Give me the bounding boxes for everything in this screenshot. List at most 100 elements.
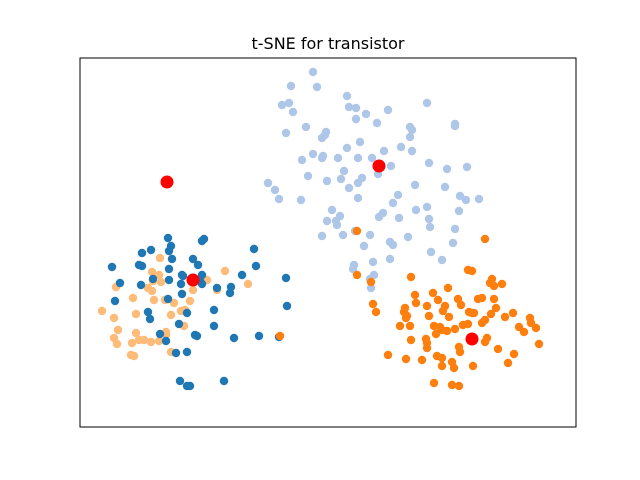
scatter-point-cluster-d — [97, 306, 107, 316]
scatter-point-cluster-a — [161, 336, 171, 346]
scatter-point-cluster-c — [477, 293, 487, 303]
scatter-point-cluster-b — [455, 191, 465, 201]
scatter-point-cluster-c — [477, 318, 487, 328]
scatter-point-cluster-d — [169, 298, 179, 308]
scatter-point-cluster-b — [301, 122, 311, 132]
scatter-point-cluster-c — [458, 320, 468, 330]
scatter-point-cluster-b — [388, 198, 398, 208]
scatter-point-cluster-a — [163, 294, 173, 304]
scatter-point-cluster-b — [342, 91, 352, 101]
centroid-point — [372, 159, 386, 173]
scatter-point-cluster-a — [190, 330, 200, 340]
scatter-point-cluster-b — [367, 153, 377, 163]
scatter-point-cluster-b — [351, 114, 361, 124]
scatter-point-cluster-a — [176, 279, 186, 289]
scatter-point-cluster-b — [348, 264, 358, 274]
scatter-point-cluster-c — [493, 344, 503, 354]
centroid-point — [160, 175, 174, 189]
scatter-point-cluster-a — [281, 273, 291, 283]
scatter-point-cluster-d — [220, 266, 230, 276]
scatter-point-cluster-b — [317, 133, 327, 143]
scatter-point-cluster-c — [406, 272, 416, 282]
scatter-point-cluster-b — [286, 81, 296, 91]
scatter-point-cluster-c — [468, 361, 478, 371]
scatter-point-cluster-d — [131, 328, 141, 338]
scatter-point-cluster-d — [243, 279, 253, 289]
scatter-point-cluster-a — [182, 347, 192, 357]
scatter-point-cluster-b — [368, 257, 378, 267]
scatter-point-cluster-b — [450, 224, 460, 234]
scatter-point-cluster-a — [146, 245, 156, 255]
scatter-point-cluster-c — [437, 361, 447, 371]
scatter-point-cluster-c — [422, 301, 432, 311]
scatter-point-cluster-c — [497, 279, 507, 289]
scatter-point-cluster-c — [395, 321, 405, 331]
scatter-point-cluster-b — [353, 193, 363, 203]
scatter-point-cluster-b — [366, 283, 376, 293]
scatter-point-cluster-c — [406, 335, 416, 345]
scatter-point-cluster-a — [145, 314, 155, 324]
scatter-point-cluster-b — [322, 176, 332, 186]
scatter-point-cluster-d — [147, 286, 157, 296]
scatter-point-cluster-b — [270, 185, 280, 195]
scatter-point-cluster-b — [308, 67, 318, 77]
plot-area-frame — [79, 57, 577, 428]
scatter-point-cluster-c — [275, 331, 285, 341]
scatter-point-cluster-d — [128, 293, 138, 303]
points-layer — [97, 67, 544, 391]
scatter-point-cluster-b — [454, 206, 464, 216]
scatter-point-cluster-b — [407, 125, 417, 135]
scatter-point-cluster-b — [393, 190, 403, 200]
scatter-point-cluster-d — [166, 310, 176, 320]
scatter-point-cluster-b — [308, 149, 318, 159]
scatter-point-cluster-c — [402, 311, 412, 321]
scatter-point-cluster-c — [480, 337, 490, 347]
scatter-point-cluster-c — [464, 307, 474, 317]
scatter-point-cluster-b — [379, 146, 389, 156]
scatter-point-cluster-a — [237, 270, 247, 280]
scatter-point-cluster-b — [297, 155, 307, 165]
scatter-point-cluster-a — [209, 305, 219, 315]
scatter-point-cluster-a — [219, 376, 229, 386]
scatter-point-cluster-a — [251, 261, 261, 271]
scatter-point-cluster-b — [442, 164, 452, 174]
scatter-point-cluster-d — [113, 325, 123, 335]
scatter-point-cluster-a — [254, 331, 264, 341]
scatter-point-cluster-b — [383, 105, 393, 115]
scatter-point-cluster-c — [486, 309, 496, 319]
scatter-point-cluster-b — [422, 202, 432, 212]
scatter-point-cluster-a — [185, 381, 195, 391]
scatter-point-cluster-b — [424, 214, 434, 224]
scatter-point-cluster-c — [450, 324, 460, 334]
scatter-point-cluster-a — [164, 275, 174, 285]
scatter-point-cluster-c — [429, 378, 439, 388]
scatter-point-cluster-d — [131, 309, 141, 319]
scatter-point-cluster-b — [474, 194, 484, 204]
scatter-point-cluster-b — [394, 213, 404, 223]
scatter-point-cluster-a — [143, 307, 153, 317]
scatter-point-cluster-b — [462, 162, 472, 172]
scatter-point-cluster-c — [480, 234, 490, 244]
scatter-point-cluster-c — [405, 321, 415, 331]
scatter-point-cluster-c — [432, 351, 442, 361]
scatter-point-cluster-a — [175, 376, 185, 386]
scatter-point-cluster-b — [281, 128, 291, 138]
scatter-point-cluster-b — [437, 255, 447, 265]
scatter-point-cluster-a — [164, 264, 174, 274]
scatter-point-cluster-c — [447, 380, 457, 390]
scatter-point-cluster-b — [386, 161, 396, 171]
scatter-point-cluster-b — [407, 146, 417, 156]
scatter-point-cluster-b — [303, 171, 313, 181]
scatter-point-cluster-b — [440, 182, 450, 192]
scatter-point-cluster-a — [137, 248, 147, 258]
scatter-point-cluster-d — [188, 285, 198, 295]
scatter-point-cluster-a — [115, 278, 125, 288]
scatter-point-cluster-c — [485, 278, 495, 288]
scatter-point-cluster-b — [322, 216, 332, 226]
scatter-point-cluster-a — [134, 260, 144, 270]
scatter-point-cluster-d — [149, 295, 159, 305]
scatter-point-cluster-a — [197, 279, 207, 289]
scatter-point-cluster-b — [317, 231, 327, 241]
scatter-point-cluster-b — [339, 166, 349, 176]
scatter-point-cluster-a — [171, 348, 181, 358]
